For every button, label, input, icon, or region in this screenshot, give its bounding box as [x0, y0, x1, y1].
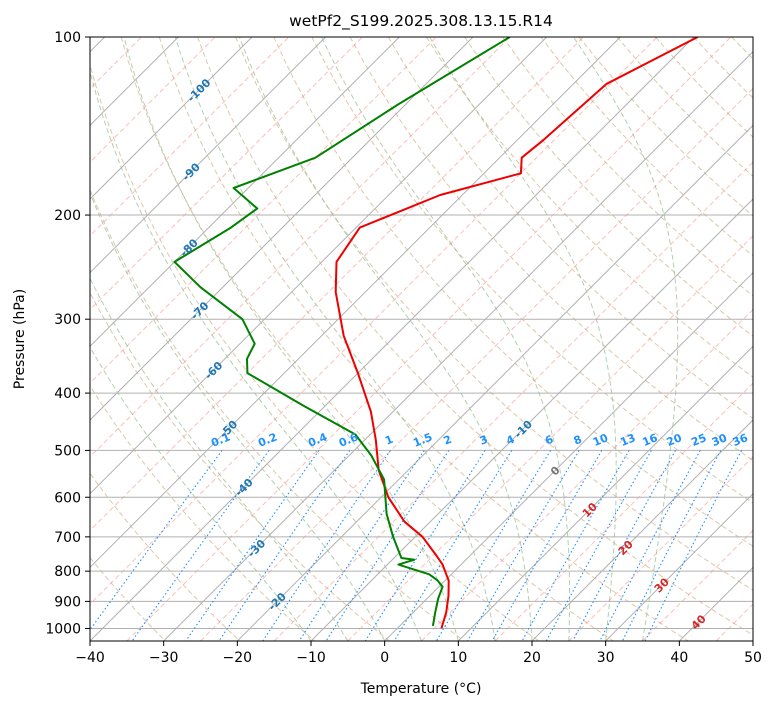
isotherm-line — [163, 50, 753, 641]
x-tick-label: −10 — [296, 650, 326, 666]
dry-adiabat-line — [90, 291, 390, 641]
x-tick-label: 0 — [380, 650, 389, 666]
axes: −40 −30 −20 −10 0 10 20 30 40 50 100 200 300 400 500 60… — [45, 30, 762, 666]
isotherm-dashed-line — [200, 87, 753, 641]
dry-adiabat-line — [120, 37, 614, 641]
x-tick-label: −30 — [149, 650, 179, 666]
mixing-ratio-label: 25 — [689, 431, 708, 449]
dry-adiabat-line — [90, 384, 316, 641]
mixing-ratio-label: 2 — [442, 433, 454, 448]
isotherm-line — [310, 198, 753, 641]
x-axis-label: Temperature (°C) — [360, 681, 482, 697]
dry-adiabat-line — [311, 37, 753, 504]
moist-adiabat-line — [429, 37, 617, 641]
mixing-ratio-line — [218, 450, 351, 641]
y-tick-label: 900 — [54, 594, 81, 610]
moist-adiabat-line — [90, 69, 422, 641]
mixing-ratio-line — [185, 450, 320, 641]
y-tick-label: 1000 — [45, 621, 81, 637]
dry-adiabat-line — [425, 37, 753, 378]
isotherm-dashed-line — [90, 37, 437, 384]
isotherm-line — [90, 37, 548, 495]
dry-adiabat-line — [387, 37, 753, 420]
moist-adiabat-line — [90, 277, 349, 641]
mixing-ratio-line — [644, 450, 742, 641]
mixing-ratio-line — [491, 450, 603, 641]
isotherm-line — [531, 419, 753, 641]
y-tick-label: 400 — [54, 386, 81, 402]
y-tick-label: 700 — [54, 530, 81, 546]
x-tick-label: 50 — [744, 650, 762, 666]
isotherm-dashed-line — [273, 161, 753, 641]
x-tick-label: 10 — [449, 650, 467, 666]
x-tick-label: 20 — [523, 650, 541, 666]
isotherm-line — [90, 37, 695, 641]
isotherm-line — [90, 37, 253, 200]
isotherm-line — [384, 271, 753, 641]
dewpoint-profile — [173, 37, 511, 627]
isotherm-dashed-line — [90, 37, 658, 605]
mixing-ratio-label: 3 — [478, 433, 490, 448]
mixing-ratio-line — [572, 450, 676, 641]
mixing-ratio-line — [621, 450, 722, 641]
y-tick-label: 600 — [54, 490, 81, 506]
dry-adiabat-line — [349, 37, 753, 462]
plot-frame — [89, 36, 754, 642]
isotherm-dashed-line — [421, 308, 753, 641]
dry-adiabat-line — [235, 37, 753, 591]
moist-adiabat-line — [174, 37, 496, 641]
mixing-ratio-line — [90, 450, 223, 631]
isotherm-dashed-line — [347, 235, 753, 641]
mixing-ratio-label: 20 — [665, 431, 684, 449]
y-tick-label: 200 — [54, 208, 81, 224]
mixing-ratio-label: 16 — [640, 431, 659, 449]
moist-adiabat-line — [321, 37, 571, 641]
dry-adiabat-line — [158, 37, 689, 641]
mixing-ratio-label: 10 — [591, 431, 610, 449]
x-tick-label: −40 — [75, 650, 105, 666]
dry-adiabat-line — [90, 472, 241, 641]
mixing-ratio-label: 36 — [731, 431, 750, 449]
mixing-ratio-line — [364, 450, 486, 641]
y-tick-label: 800 — [54, 564, 81, 580]
mixing-ratio-line — [131, 450, 270, 641]
mixing-ratio-label: 30 — [710, 431, 729, 449]
y-axis-label: Pressure (hPa) — [12, 289, 28, 389]
mixing-ratio-line — [599, 450, 701, 641]
y-tick-label: 300 — [54, 312, 81, 328]
isotherm-line — [90, 37, 621, 569]
mixing-ratio-label: 8 — [572, 433, 584, 448]
isotherm-line — [90, 37, 327, 274]
mixing-ratio-line — [262, 450, 391, 641]
dry-adiabat-line — [90, 62, 540, 641]
moist-adiabat-line — [90, 191, 386, 641]
temperature-profile — [334, 37, 699, 629]
isotherm-dashed-line — [90, 37, 511, 458]
isotherm-line — [90, 37, 400, 348]
mixing-ratio-line — [545, 450, 652, 641]
y-tick-label: 500 — [54, 443, 81, 459]
chart-title: wetPf2_S199.2025.308.13.15.R14 — [289, 12, 553, 31]
isotherm-line — [605, 492, 753, 641]
mixing-ratio-label: 1 — [383, 433, 395, 448]
moist-adiabat-line — [123, 37, 459, 641]
y-tick-label: 100 — [54, 30, 81, 46]
dry-adiabat-line — [90, 188, 465, 641]
isotherm-dashed-line — [126, 37, 732, 641]
dry-adiabat-line — [464, 37, 753, 337]
mixing-ratio-label: 13 — [618, 431, 637, 449]
isotherm-line — [236, 124, 753, 641]
dry-adiabat-line — [502, 37, 753, 297]
moist-adiabat-line — [573, 37, 679, 641]
isotherm-line — [457, 345, 753, 641]
x-tick-label: 40 — [670, 650, 688, 666]
x-tick-label: −20 — [223, 650, 253, 666]
x-tick-label: 30 — [597, 650, 615, 666]
moist-adiabat-line — [238, 37, 533, 641]
isotherm-line — [90, 37, 474, 421]
isotherm-dashed-line — [90, 37, 584, 532]
